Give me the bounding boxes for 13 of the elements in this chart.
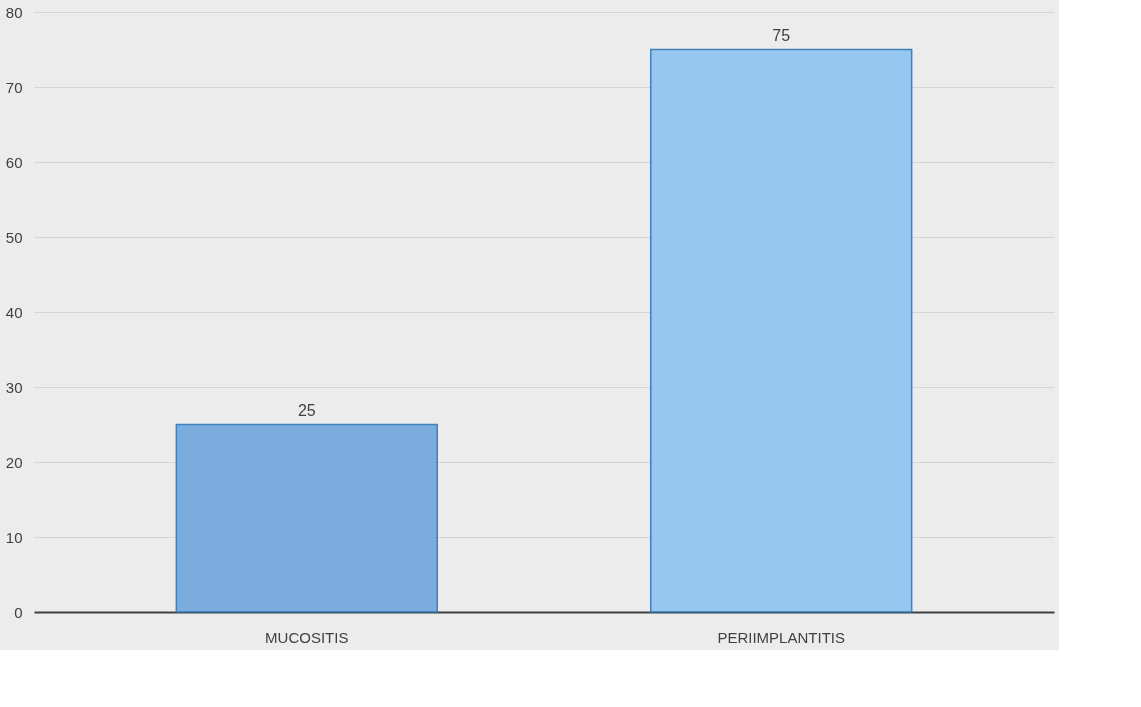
data-label: 75	[772, 26, 791, 44]
x-tick-label: MUCOSITIS	[265, 628, 349, 646]
x-tick-label: PERIIMPLANTITIS	[717, 628, 845, 646]
data-label: 25	[297, 401, 316, 419]
y-tick-label: 80	[5, 3, 23, 21]
y-tick-label: 60	[5, 153, 23, 171]
y-tick-label: 70	[5, 78, 23, 96]
y-tick-label: 50	[5, 228, 23, 246]
y-tick-label: 20	[5, 453, 23, 471]
y-tick-label: 40	[5, 303, 23, 321]
y-tick-label: 30	[5, 378, 23, 396]
y-tick-label: 10	[5, 528, 23, 546]
y-tick-label: 0	[14, 603, 23, 621]
